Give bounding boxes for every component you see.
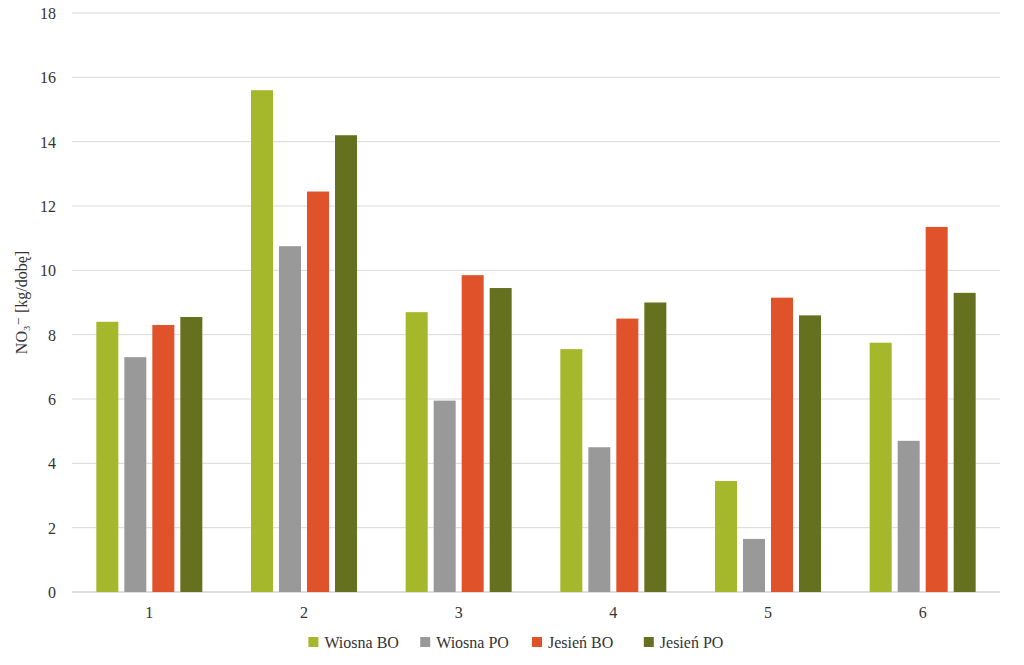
- bar: [180, 317, 202, 592]
- bar: [870, 343, 892, 592]
- legend-swatch: [308, 637, 318, 647]
- x-tick-label: 1: [145, 604, 153, 621]
- y-tick-label: 18: [40, 5, 56, 22]
- legend-label: Wiosna PO: [436, 634, 509, 651]
- y-tick-label: 4: [48, 455, 56, 472]
- bar: [335, 135, 357, 592]
- x-tick-label: 4: [609, 604, 617, 621]
- legend-swatch: [420, 637, 430, 647]
- bar: [251, 90, 273, 592]
- bar: [96, 322, 118, 592]
- bar: [743, 539, 765, 592]
- bar: [560, 349, 582, 592]
- grid-line: [72, 463, 1000, 464]
- bar: [771, 298, 793, 592]
- bar: [616, 319, 638, 592]
- y-tick-label: 14: [40, 134, 56, 151]
- legend-swatch: [532, 637, 542, 647]
- legend-label: Wiosna BO: [324, 634, 398, 651]
- bar: [715, 481, 737, 592]
- x-tick-label: 2: [300, 604, 308, 621]
- bar: [152, 325, 174, 592]
- bar: [307, 192, 329, 592]
- grid-line: [72, 334, 1000, 335]
- y-tick-label: 12: [40, 198, 56, 215]
- bar: [898, 441, 920, 592]
- bars: [96, 90, 975, 592]
- y-tick-label: 2: [48, 520, 56, 537]
- bar: [124, 357, 146, 592]
- legend-label: Jesień PO: [660, 634, 724, 651]
- grid-line: [72, 13, 1000, 14]
- bar: [490, 288, 512, 592]
- bar: [926, 227, 948, 592]
- bar: [434, 401, 456, 592]
- grid-line: [72, 141, 1000, 142]
- bar: [462, 275, 484, 592]
- x-tick-label: 3: [455, 604, 463, 621]
- chart-container: 024681012141618NO₃⁻ [kg/dobę]123456Wiosn…: [0, 0, 1024, 665]
- bar: [799, 315, 821, 592]
- y-tick-label: 16: [40, 69, 56, 86]
- x-tick-label: 5: [764, 604, 772, 621]
- y-axis-label: NO₃⁻ [kg/dobę]: [13, 251, 31, 354]
- bar: [279, 246, 301, 592]
- y-tick-label: 8: [48, 327, 56, 344]
- grid-line: [72, 270, 1000, 271]
- y-tick-label: 10: [40, 262, 56, 279]
- legend-swatch: [644, 637, 654, 647]
- bar: [644, 303, 666, 593]
- x-tick-label: 6: [919, 604, 927, 621]
- bar: [588, 447, 610, 592]
- grid-line: [72, 77, 1000, 78]
- grid-line: [72, 206, 1000, 207]
- y-tick-label: 0: [48, 584, 56, 601]
- y-tick-label: 6: [48, 391, 56, 408]
- x-axis-line: [72, 592, 1000, 593]
- bar: [954, 293, 976, 592]
- grid-line: [72, 399, 1000, 400]
- grid-line: [72, 527, 1000, 528]
- chart: 024681012141618NO₃⁻ [kg/dobę]123456Wiosn…: [0, 0, 1024, 665]
- bar: [406, 312, 428, 592]
- legend-label: Jesień BO: [548, 634, 613, 651]
